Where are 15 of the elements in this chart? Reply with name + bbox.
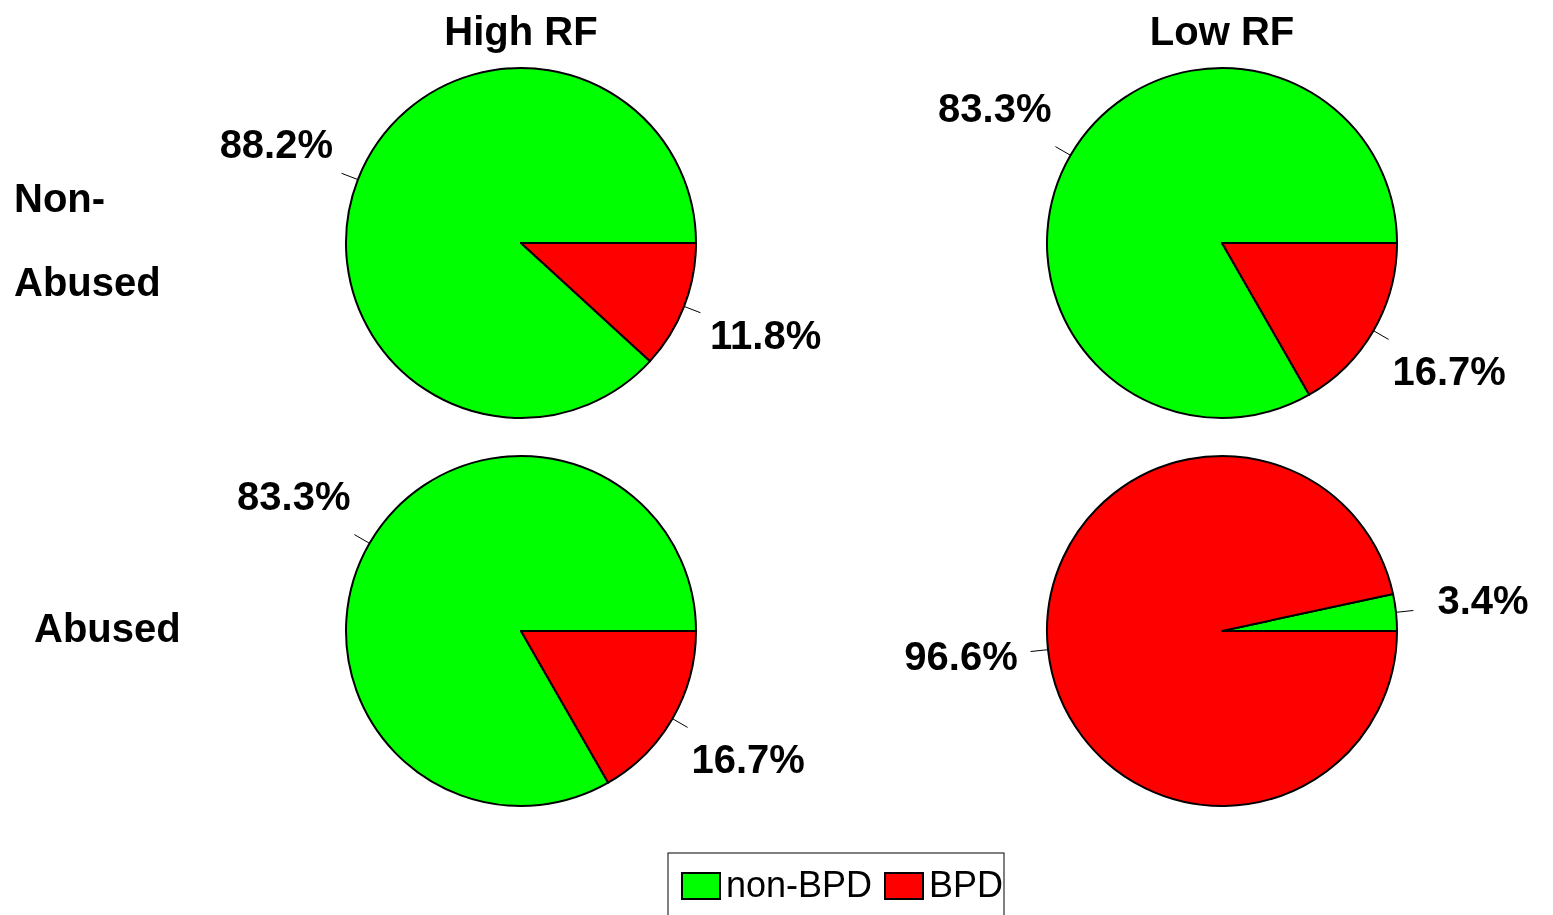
data-label: 83.3%: [938, 86, 1052, 131]
chart-title: Low RF: [1149, 9, 1295, 53]
data-label: 16.7%: [691, 737, 805, 782]
data-label: 96.6%: [904, 633, 1018, 678]
text: Abused: [34, 605, 181, 650]
legend-label: BPD: [929, 863, 1004, 905]
pie-slice: [345, 67, 697, 419]
chart-title: High RF: [444, 9, 598, 53]
text: Non-Abused: [14, 175, 161, 304]
data-label: 16.7%: [1392, 349, 1506, 394]
data-label: 3.4%: [1437, 577, 1529, 622]
data-label: 83.3%: [237, 474, 351, 519]
data-label: 11.8%: [710, 312, 822, 357]
data-label: 88.2%: [219, 122, 334, 167]
legend-label: non-BPD: [726, 863, 873, 905]
